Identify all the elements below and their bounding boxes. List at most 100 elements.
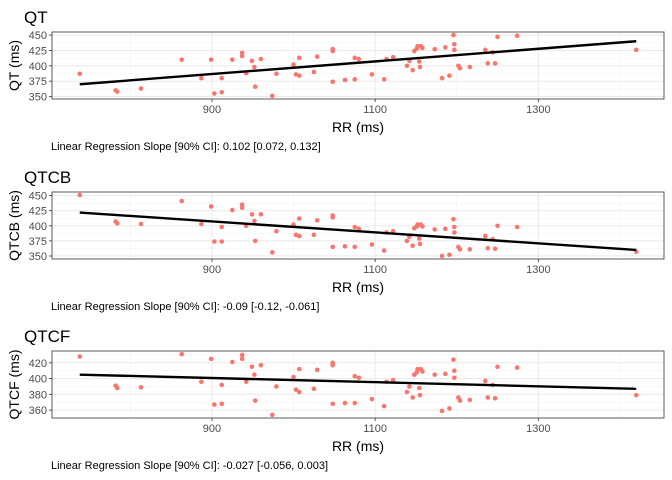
- data-point: [258, 212, 264, 217]
- data-point: [230, 359, 235, 365]
- data-point: [356, 226, 362, 232]
- data-point: [482, 378, 488, 384]
- data-point: [219, 89, 225, 95]
- data-point: [381, 403, 387, 409]
- data-point: [296, 233, 302, 239]
- data-point: [208, 204, 214, 209]
- data-point: [239, 352, 245, 358]
- data-point: [274, 384, 279, 389]
- data-point: [495, 223, 500, 229]
- data-point: [410, 243, 415, 249]
- data-point: [330, 244, 336, 250]
- data-point: [416, 59, 422, 64]
- x-axis-title: RR (ms): [332, 119, 384, 135]
- data-point: [199, 379, 204, 385]
- data-point: [114, 89, 120, 94]
- data-point: [179, 57, 185, 62]
- regression-line: [79, 40, 637, 86]
- x-tick-label: 1300: [526, 264, 550, 276]
- data-point: [492, 61, 498, 66]
- x-axis-title: RR (ms): [332, 438, 384, 454]
- y-tick-label: 425: [29, 206, 47, 218]
- data-point: [390, 377, 396, 383]
- data-point: [249, 212, 255, 217]
- data-point: [249, 58, 255, 64]
- data-point: [356, 375, 362, 381]
- data-point: [381, 77, 387, 82]
- data-point: [311, 232, 317, 238]
- data-point: [314, 54, 320, 59]
- data-point: [270, 93, 275, 99]
- data-point: [443, 371, 448, 377]
- data-point: [415, 222, 420, 227]
- data-point: [451, 368, 457, 374]
- data-point: [252, 372, 257, 377]
- data-point: [296, 73, 302, 78]
- data-point: [252, 398, 258, 403]
- data-point: [633, 47, 639, 53]
- y-tick-label: 425: [29, 45, 47, 57]
- data-point: [212, 402, 217, 407]
- data-point: [352, 373, 358, 379]
- data-point: [274, 228, 279, 234]
- y-tick-label: 400: [29, 221, 47, 233]
- data-point: [138, 384, 144, 390]
- data-point: [342, 400, 348, 406]
- data-point: [219, 224, 225, 230]
- data-point: [416, 385, 422, 391]
- data-point: [252, 238, 258, 244]
- data-point: [296, 366, 302, 372]
- y-tick-label: 420: [29, 358, 47, 370]
- data-point: [432, 372, 438, 377]
- data-point: [514, 224, 520, 230]
- data-point: [451, 47, 457, 53]
- data-point: [439, 253, 445, 259]
- data-point: [330, 401, 336, 407]
- data-point: [416, 236, 422, 241]
- data-point: [467, 247, 473, 252]
- y-tick-label: 350: [29, 251, 47, 263]
- data-point: [252, 84, 258, 90]
- data-point: [330, 79, 336, 85]
- data-point: [249, 364, 255, 370]
- data-point: [314, 367, 320, 373]
- data-point: [439, 75, 445, 81]
- data-point: [467, 397, 473, 403]
- data-point: [443, 45, 448, 50]
- data-point: [258, 362, 264, 368]
- data-point: [492, 395, 498, 401]
- data-point: [457, 247, 463, 252]
- data-point: [258, 56, 264, 62]
- y-tick-label: 375: [29, 76, 47, 88]
- data-point: [407, 384, 412, 389]
- data-point: [417, 241, 423, 247]
- data-point: [352, 77, 358, 82]
- data-point: [432, 46, 438, 52]
- data-point: [311, 69, 317, 75]
- data-point: [199, 75, 204, 81]
- data-point: [296, 389, 302, 395]
- data-point: [451, 375, 457, 381]
- data-point: [179, 198, 185, 204]
- data-point: [252, 218, 257, 224]
- x-tick-label: 1300: [526, 104, 550, 116]
- data-point: [314, 218, 320, 223]
- data-point: [514, 365, 520, 370]
- data-point: [243, 379, 249, 385]
- regression-line: [79, 211, 637, 252]
- data-point: [239, 356, 245, 362]
- data-point: [485, 61, 491, 66]
- data-point: [296, 55, 302, 61]
- data-point: [415, 43, 420, 49]
- data-point: [114, 385, 120, 391]
- regression-line: [79, 373, 637, 391]
- data-point: [451, 216, 456, 222]
- data-point: [239, 205, 245, 210]
- data-point: [356, 56, 362, 62]
- data-point: [208, 356, 214, 362]
- data-point: [230, 57, 235, 62]
- data-point: [369, 72, 375, 77]
- data-point: [342, 244, 348, 249]
- data-point: [482, 233, 488, 239]
- data-point: [451, 41, 457, 47]
